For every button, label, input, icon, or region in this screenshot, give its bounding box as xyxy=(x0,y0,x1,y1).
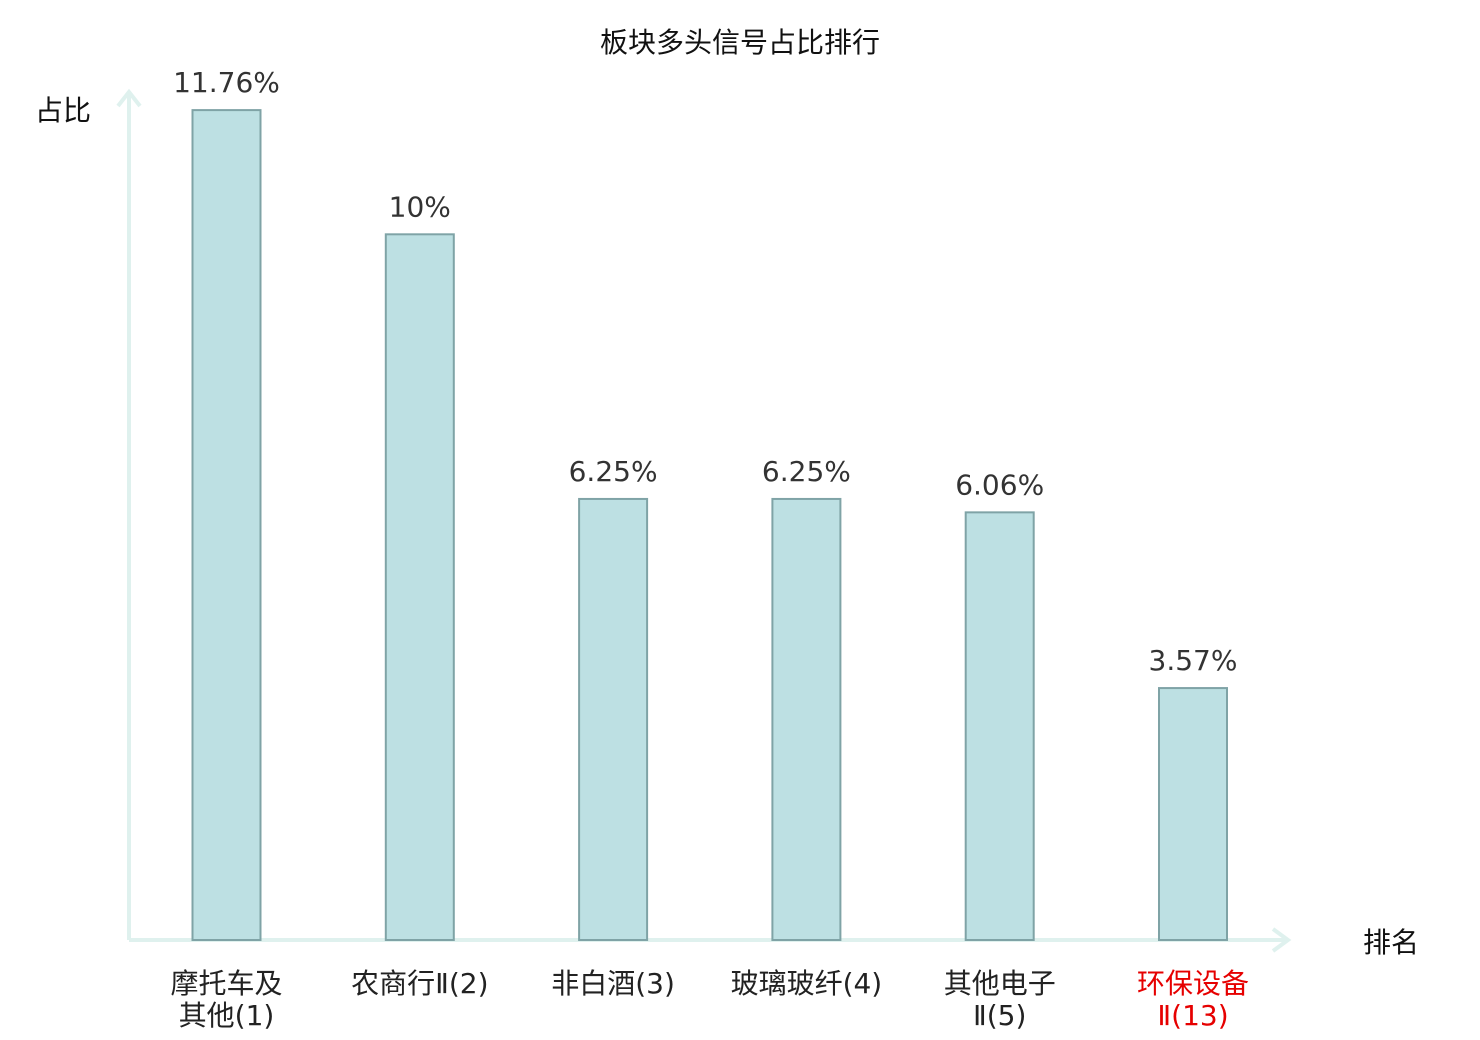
category-label-2: 农商行Ⅱ(2) xyxy=(351,967,488,1000)
y-axis xyxy=(116,88,142,940)
bar-4 xyxy=(771,497,842,941)
y-axis-label: 占比 xyxy=(35,94,91,127)
x-axis xyxy=(129,927,1292,953)
value-label-4: 6.25% xyxy=(762,455,851,488)
value-labels-group: 11.76% 10% 6.25% 6.25% 6.06% 3.57% xyxy=(173,66,1237,677)
x-axis-label: 排名 xyxy=(1363,926,1419,959)
value-label-6: 3.57% xyxy=(1149,644,1238,677)
bar-5 xyxy=(964,511,1035,941)
category-label-6: 环保设备 Ⅱ(13) xyxy=(1137,967,1249,1032)
bar-2 xyxy=(384,233,455,941)
chart-title: 板块多头信号占比排行 xyxy=(600,26,880,59)
bars-group xyxy=(191,109,1228,942)
value-label-5: 6.06% xyxy=(955,468,1044,501)
value-label-2: 10% xyxy=(389,190,451,223)
bar-1 xyxy=(191,109,262,942)
category-label-4: 玻璃玻纤(4) xyxy=(731,967,883,1000)
bar-3 xyxy=(578,497,649,941)
value-label-3: 6.25% xyxy=(569,455,658,488)
category-label-3: 非白酒(3) xyxy=(551,967,675,1000)
category-label-5: 其他电子 Ⅱ(5) xyxy=(944,967,1056,1032)
bar-6 xyxy=(1158,687,1228,941)
category-label-1: 摩托车及其他(1) xyxy=(170,967,282,1032)
value-label-1: 11.76% xyxy=(173,66,280,99)
category-labels-group: 摩托车及其他(1) 农商行Ⅱ(2) 非白酒(3) 玻璃玻纤(4) 其他电子 Ⅱ(5) 环保设… xyxy=(170,967,1249,1032)
